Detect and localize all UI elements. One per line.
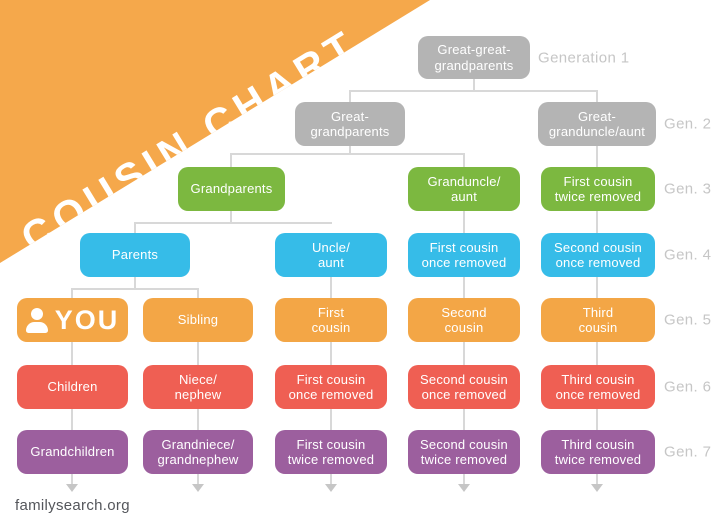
box-third-cousin-twice-removed: Third cousin twice removed <box>541 430 655 474</box>
box-grandchildren: Grandchildren <box>17 430 128 474</box>
descendant-arrow-icon-1 <box>192 484 204 492</box>
connector-horizontal-0 <box>349 90 598 92</box>
connector-horizontal-1 <box>230 153 465 155</box>
box-second-cousin-once-removed-gen4: Second cousin once removed <box>541 233 655 277</box>
generation-label-5: Gen. 5 <box>664 311 712 329</box>
box-granduncle-aunt: Granduncle/ aunt <box>408 167 520 211</box>
box-third-cousin-once-removed: Third cousin once removed <box>541 365 655 409</box>
box-children: Children <box>17 365 128 409</box>
box-grandparents: Grandparents <box>178 167 285 211</box>
generation-label-2: Gen. 2 <box>664 115 712 133</box>
generation-label-7: Gen. 7 <box>664 443 712 461</box>
box-second-cousin: Second cousin <box>408 298 520 342</box>
connector-horizontal-3 <box>71 288 199 290</box>
box-uncle-aunt: Uncle/ aunt <box>275 233 387 277</box>
box-great-granduncle-aunt: Great- granduncle/aunt <box>538 102 656 146</box>
generation-label-6: Gen. 6 <box>664 378 712 396</box>
box-third-cousin: Third cousin <box>541 298 655 342</box>
descendant-arrow-icon-4 <box>591 484 603 492</box>
box-first-cousin-once-removed-gen6: First cousin once removed <box>275 365 387 409</box>
connector-vertical-0 <box>473 79 475 91</box>
box-second-cousin-once-removed-gen6: Second cousin once removed <box>408 365 520 409</box>
you-label: YOU <box>54 304 120 335</box>
generation-label-3: Gen. 3 <box>664 180 712 198</box>
descendant-arrow-icon-3 <box>458 484 470 492</box>
person-icon <box>25 307 48 333</box>
descendant-arrow-icon-0 <box>66 484 78 492</box>
box-niece-nephew: Niece/ nephew <box>143 365 253 409</box>
box-grandniece-grandnephew: Grandniece/ grandnephew <box>143 430 253 474</box>
descendant-arrow-icon-2 <box>325 484 337 492</box>
box-second-cousin-twice-removed: Second cousin twice removed <box>408 430 520 474</box>
box-parents: Parents <box>80 233 190 277</box>
box-first-cousin-twice-removed-gen7: First cousin twice removed <box>275 430 387 474</box>
connector-vertical-2 <box>596 90 598 485</box>
generation-label-4: Gen. 4 <box>664 246 712 264</box>
box-first-cousin: First cousin <box>275 298 387 342</box>
box-great-great-grandparents: Great-great- grandparents <box>418 36 530 79</box>
box-first-cousin-once-removed-gen4: First cousin once removed <box>408 233 520 277</box>
box-sibling: Sibling <box>143 298 253 342</box>
box-first-cousin-twice-removed-gen3: First cousin twice removed <box>541 167 655 211</box>
generation-label-1: Generation 1 <box>538 49 630 67</box>
connector-horizontal-2 <box>134 222 332 224</box>
box-great-grandparents: Great- grandparents <box>295 102 405 146</box>
source-site-label: familysearch.org <box>15 497 130 514</box>
box-you: YOU <box>17 298 128 342</box>
